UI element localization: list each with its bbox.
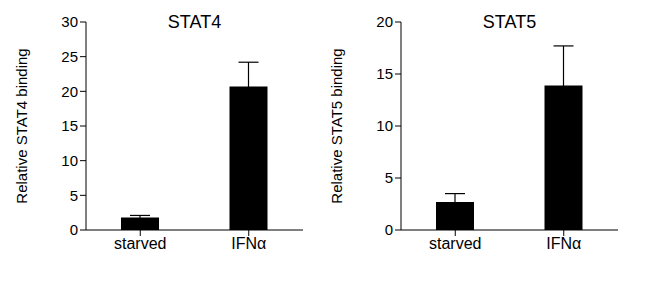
svg-text:Relative STAT4 binding: Relative STAT4 binding bbox=[13, 48, 30, 203]
svg-text:starved: starved bbox=[114, 235, 166, 252]
html-text:STAT5: STAT5 bbox=[482, 12, 537, 32]
svg-text:20: 20 bbox=[61, 83, 78, 100]
svg-text:25: 25 bbox=[61, 48, 78, 65]
svg-text:starved: starved bbox=[429, 235, 481, 252]
svg-text:IFNα: IFNα bbox=[546, 235, 581, 252]
html-text:STAT4: STAT4 bbox=[167, 12, 222, 32]
svg-text:10: 10 bbox=[376, 117, 393, 134]
svg-text:10: 10 bbox=[61, 152, 78, 169]
svg-text:5: 5 bbox=[70, 187, 78, 204]
svg-text:20: 20 bbox=[376, 13, 393, 30]
svg-text:0: 0 bbox=[70, 221, 78, 238]
svg-text:IFNα: IFNα bbox=[231, 235, 266, 252]
svg-text:Relative STAT5 binding: Relative STAT5 binding bbox=[328, 48, 345, 203]
svg-text:15: 15 bbox=[61, 117, 78, 134]
svg-text:5: 5 bbox=[385, 169, 393, 186]
svg-text:30: 30 bbox=[61, 13, 78, 30]
svg-text:15: 15 bbox=[376, 65, 393, 82]
svg-text:0: 0 bbox=[385, 221, 393, 238]
